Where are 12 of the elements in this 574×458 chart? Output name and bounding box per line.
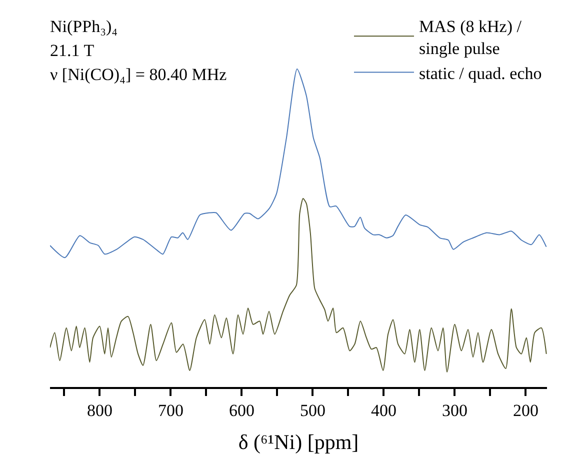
x-tick-label: 200 [512, 401, 538, 420]
x-tick-label: 800 [86, 401, 112, 420]
x-tick-label: 400 [370, 401, 396, 420]
annotation: ν [Ni(CO)₄] = 80.40 MHz [50, 65, 228, 84]
x-tick-label: 600 [228, 401, 254, 420]
x-tick-label: 500 [300, 401, 326, 420]
x-tick-label: 700 [158, 401, 184, 420]
text: Ni(PPh₃)₄ [50, 17, 118, 36]
legend-label: static / quad. echo [419, 64, 542, 83]
x-tick-label: 300 [442, 401, 468, 420]
text: 21.1 T [50, 41, 95, 60]
x-axis-title: δ (⁶¹Ni) [ppm] [238, 430, 359, 454]
